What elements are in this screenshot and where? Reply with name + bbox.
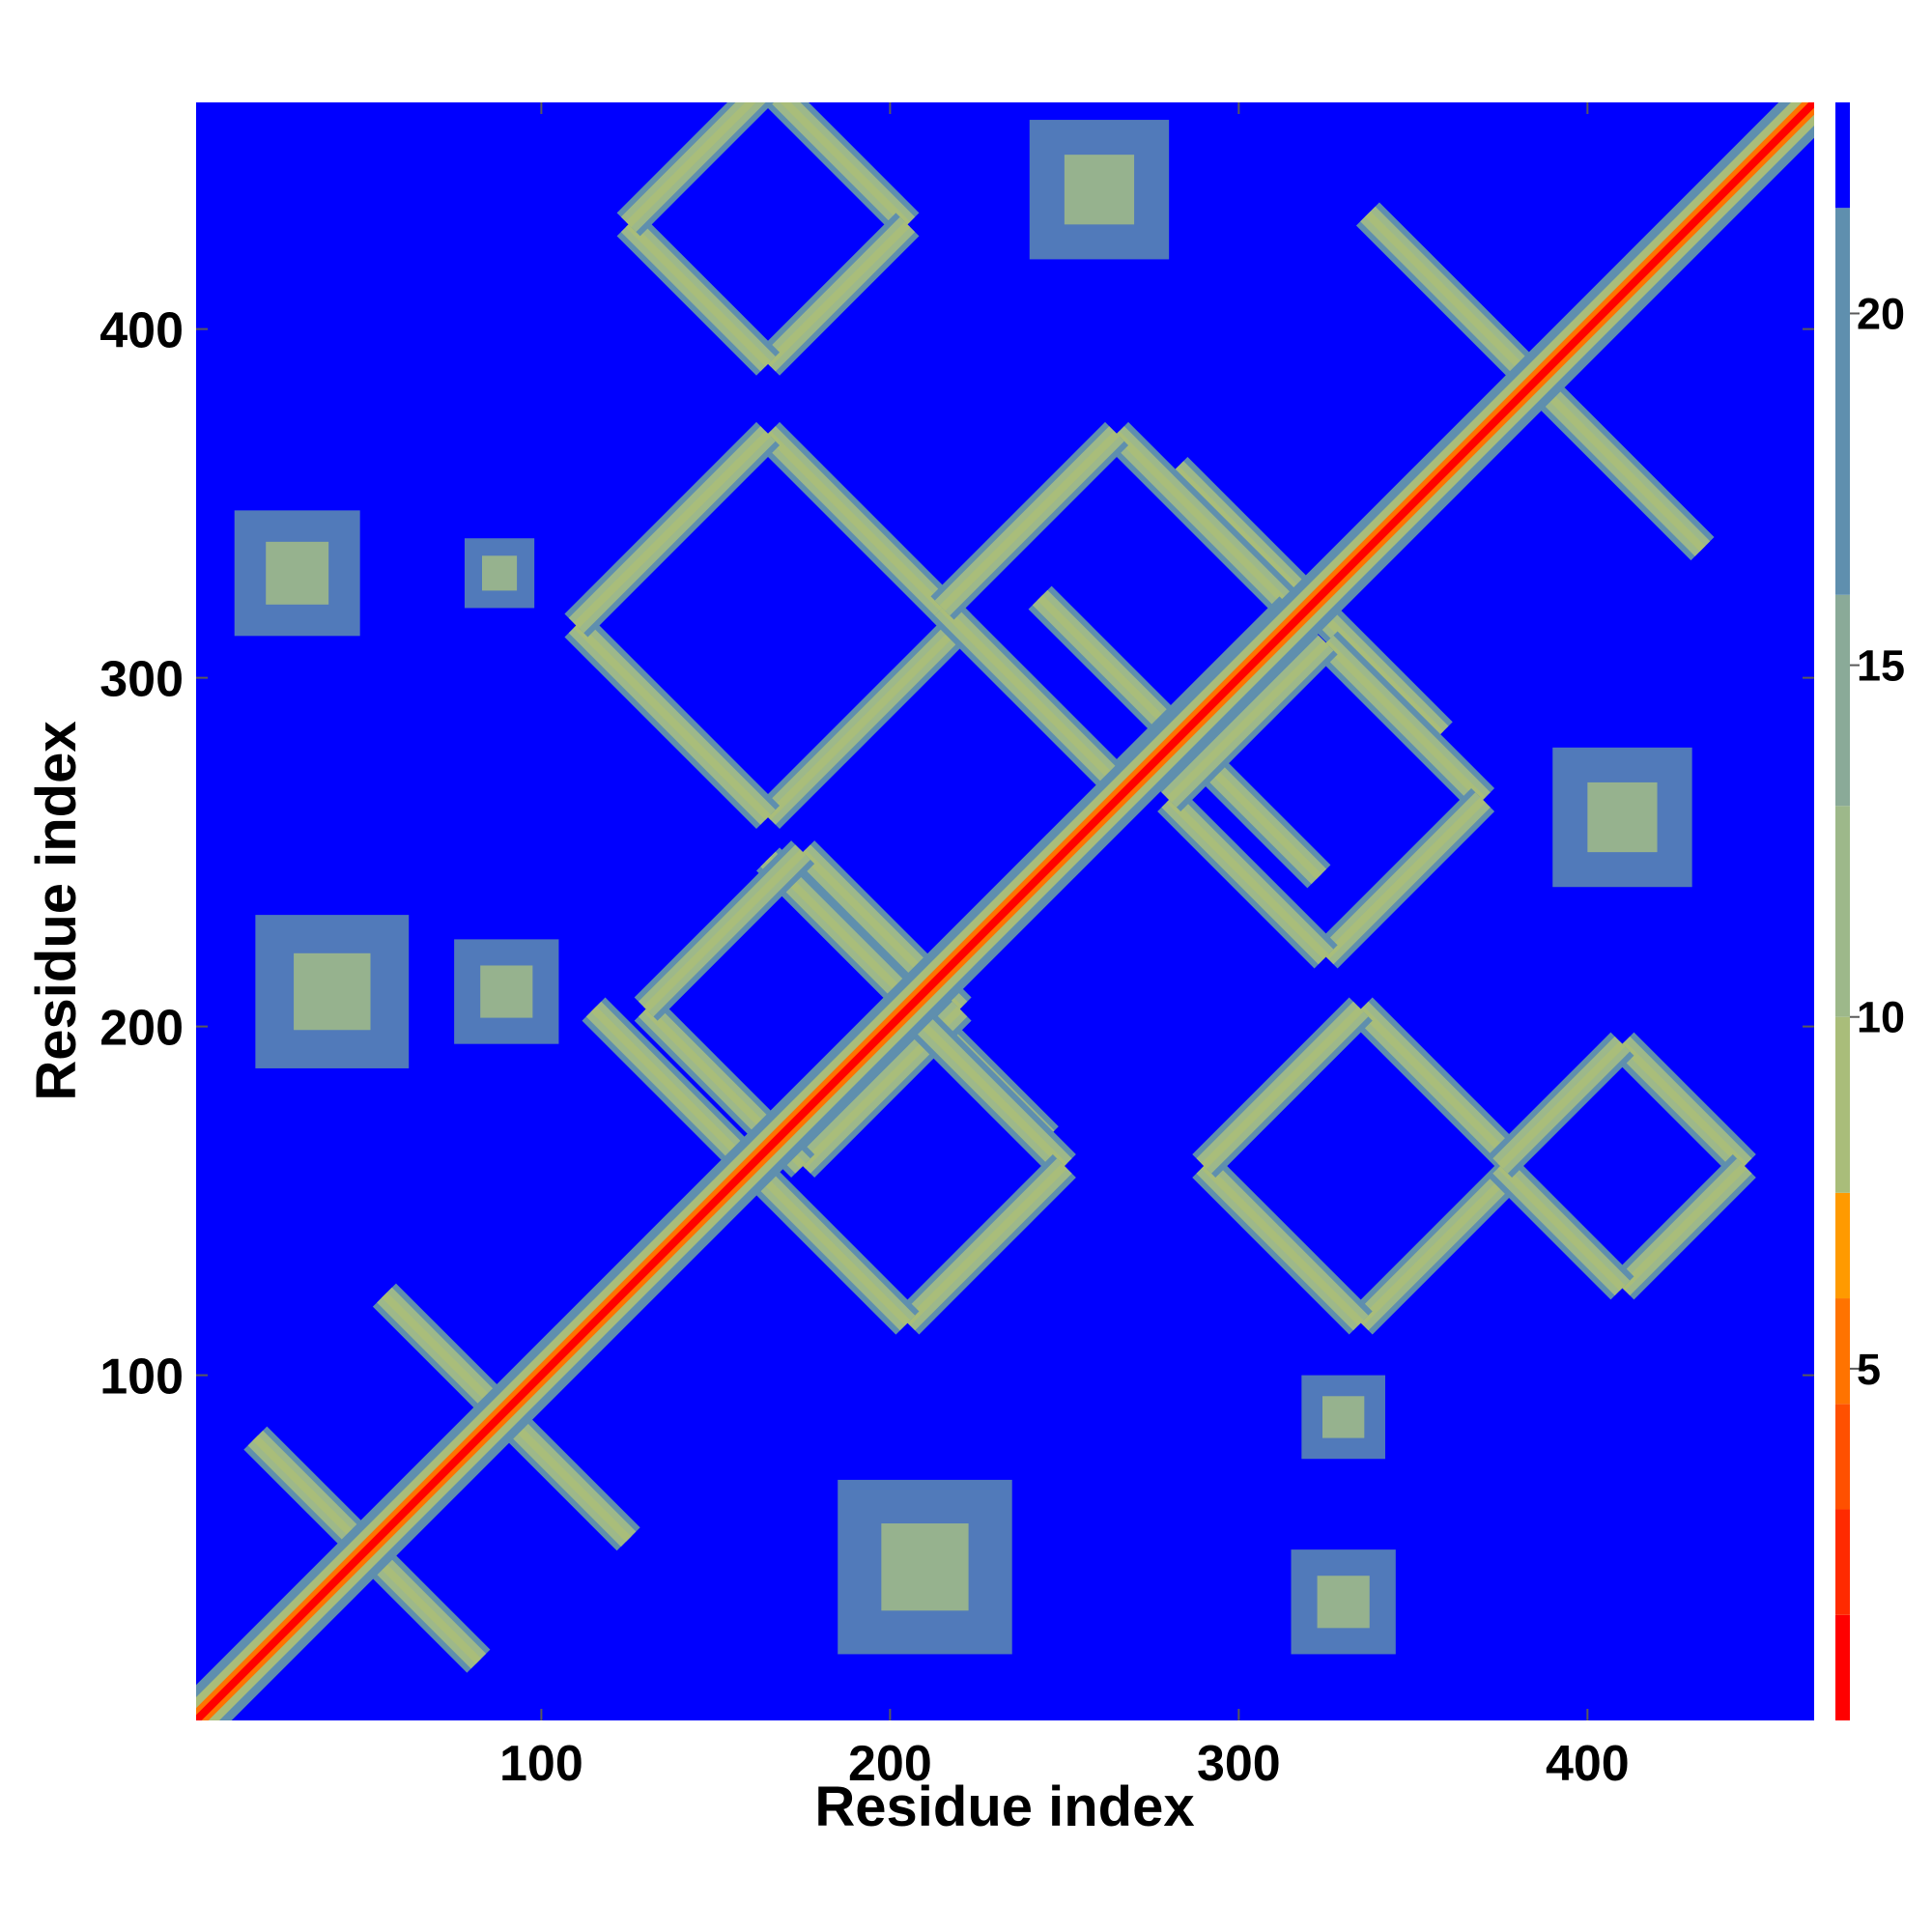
contact-diamond-14-0-core xyxy=(780,102,911,228)
contact-diamond-14-1-core xyxy=(765,221,911,367)
colorbar-band xyxy=(1835,1298,1850,1405)
colorbar-tick-label: 10 xyxy=(1857,993,1905,1042)
colorbar-band xyxy=(1835,1404,1850,1510)
diagonal-core xyxy=(196,102,1814,1720)
colorbar-band xyxy=(1835,1509,1850,1615)
colorbar-band xyxy=(1835,1192,1850,1299)
contact-diamond-8-2-core xyxy=(573,622,771,820)
x-axis-title: Residue index xyxy=(814,1776,1194,1838)
contact-diamond-11-0-core xyxy=(904,1006,1067,1169)
contact-diamond-12-2-core xyxy=(1201,1163,1364,1326)
contact-diamond-12-0-core xyxy=(1357,1006,1520,1169)
contact-diamond-11-2-core xyxy=(748,1163,911,1326)
contact-diamond-14-3-core xyxy=(625,102,756,228)
x-tick-label: 200 xyxy=(848,1736,932,1792)
colorbar-band xyxy=(1835,208,1850,595)
contact-diamond-11-1-core xyxy=(904,1163,1067,1326)
contact-diamond-13-2-core xyxy=(1497,1163,1626,1292)
contact-diamond-7-3-core xyxy=(642,849,806,1012)
contact-patch-core-21 xyxy=(1322,1396,1365,1438)
colorbar-ticks: 5 10 15 20 xyxy=(1850,289,1905,1394)
y-tick-label: 200 xyxy=(99,1001,184,1057)
colorbar-band xyxy=(1835,102,1850,209)
contact-diamond-8-0-core xyxy=(765,431,963,629)
colorbar-tick-label: 20 xyxy=(1857,289,1905,338)
contact-diamond-9-2-core xyxy=(939,605,1120,785)
colorbar-band xyxy=(1835,594,1850,807)
contact-patch-core-22 xyxy=(1587,781,1658,853)
contact-diamond-9-0-core xyxy=(1114,431,1294,611)
contact-diamond-8-1-core xyxy=(765,622,963,820)
x-tick-label: 400 xyxy=(1546,1736,1630,1792)
y-tick-label: 300 xyxy=(99,652,184,708)
x-tick-label: 300 xyxy=(1197,1736,1281,1792)
colorbar xyxy=(1835,102,1850,1720)
contact-diamond-9-3-core xyxy=(939,431,1120,611)
colorbar-band xyxy=(1835,806,1850,1017)
colorbar-band xyxy=(1835,1016,1850,1193)
contact-diamond-14-2-core xyxy=(625,221,771,367)
y-axis-ticks: 100 200 300 400 xyxy=(99,303,1814,1406)
y-tick-label: 400 xyxy=(99,303,184,359)
contact-patch-core-20 xyxy=(1317,1576,1370,1629)
contact-diamond-12-1-core xyxy=(1357,1163,1520,1326)
contact-diamond-10-1-core xyxy=(1322,797,1486,960)
colorbar-tick-label: 15 xyxy=(1857,641,1905,691)
contact-patch-core-15 xyxy=(266,541,329,605)
contact-diamond-8-3-core xyxy=(573,431,771,629)
contact-diamond-13-3-core xyxy=(1497,1040,1626,1169)
x-tick-label: 100 xyxy=(499,1736,583,1792)
heatmap-plot-area xyxy=(196,102,1814,1720)
contact-diamond-13-0-core xyxy=(1619,1040,1747,1169)
contact-diamond-12-3-core xyxy=(1201,1006,1364,1169)
contact-diamond-10-3-core xyxy=(1166,639,1329,803)
contact-diamond-10-2-core xyxy=(1166,797,1329,960)
contact-patch-core-16 xyxy=(482,555,518,591)
x-axis-ticks: 100 200 300 400 xyxy=(499,102,1630,1792)
contact-diamond-10-0-core xyxy=(1322,639,1486,803)
y-axis-title: Residue index xyxy=(25,721,88,1100)
contact-patch-core-23 xyxy=(1064,155,1135,225)
colorbar-tick-label: 5 xyxy=(1857,1345,1881,1394)
contact-patch-core-19 xyxy=(881,1523,969,1611)
contact-patch-core-17 xyxy=(294,952,371,1031)
y-tick-label: 100 xyxy=(99,1350,184,1406)
contact-patch-core-18 xyxy=(480,965,533,1018)
contact-diamond-13-1-core xyxy=(1619,1163,1747,1292)
colorbar-band xyxy=(1835,1614,1850,1720)
heatmap-cells xyxy=(196,102,1814,1720)
